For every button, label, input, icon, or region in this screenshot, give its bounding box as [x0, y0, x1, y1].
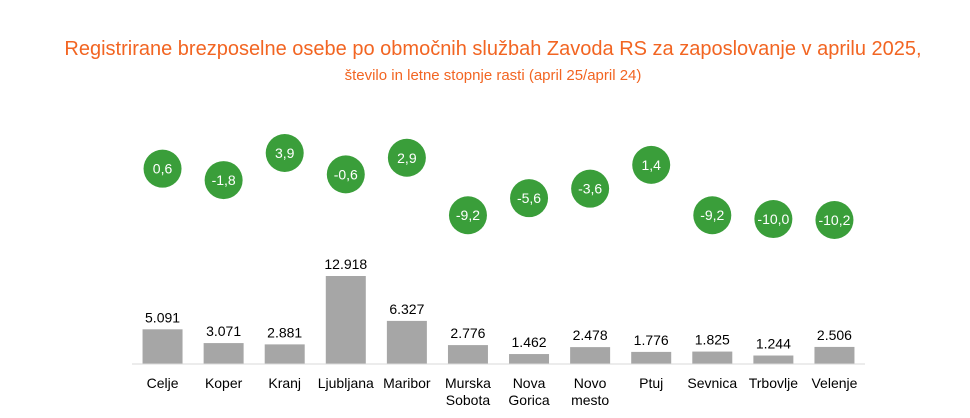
rate-bubble [693, 196, 732, 235]
rate-label: 2,9 [397, 150, 417, 166]
bar-velenje [814, 346, 855, 364]
bar-murska-sobota [447, 345, 488, 364]
category-label: Murska [445, 375, 491, 391]
bar-value-label: 2.478 [573, 327, 608, 343]
rate-bubble [265, 134, 304, 172]
bar-nova-gorica [509, 354, 550, 364]
bar-celje [142, 329, 183, 364]
bar-ptuj [631, 351, 672, 364]
rate-bubble [204, 161, 243, 200]
rate-bubble [143, 149, 182, 188]
chart-subtitle: število in letne stopnje rasti (april 25… [344, 67, 642, 84]
bar-maribor [386, 320, 427, 364]
bar-novo-mesto [570, 347, 611, 364]
bar-ljubljana [325, 276, 366, 364]
rate-label: -10,2 [818, 212, 850, 228]
bar-value-label: 5.091 [145, 309, 180, 325]
bar-value-label: 12.918 [324, 256, 367, 272]
chart-title: Registrirane brezposelne osebe po območn… [64, 38, 922, 60]
rate-label: 3,9 [275, 145, 295, 161]
bar-kranj [264, 344, 305, 364]
category-label: Ptuj [639, 375, 663, 391]
bar-value-label: 2.881 [267, 324, 302, 340]
category-label: mesto [571, 392, 609, 408]
category-label: Maribor [383, 375, 431, 391]
category-label: Sevnica [687, 375, 737, 391]
rate-label: -9,2 [456, 207, 480, 223]
category-label: Trbovlje [749, 375, 798, 391]
category-label: Kranj [268, 375, 301, 391]
rate-label: -0,6 [334, 166, 358, 182]
bar-value-label: 2.776 [450, 325, 485, 341]
rate-bubble [510, 179, 549, 218]
category-label: Koper [205, 375, 243, 391]
rate-bubble [448, 196, 487, 235]
rate-label: -5,6 [517, 190, 541, 206]
bar-value-label: 1.776 [634, 332, 669, 348]
rate-label: 1,4 [641, 157, 661, 173]
rate-label: -10,0 [757, 211, 789, 227]
bar-value-label: 3.071 [206, 323, 241, 339]
rate-label: -9,2 [700, 207, 724, 223]
bar-value-label: 1.462 [512, 334, 547, 350]
category-label: Sobota [446, 392, 491, 408]
rate-bubble [815, 201, 854, 239]
rate-bubble [632, 145, 671, 184]
bar-value-label: 6.327 [389, 301, 424, 317]
category-label: Nova [513, 375, 546, 391]
rate-bubble [387, 138, 426, 177]
bar-value-label: 1.244 [756, 336, 791, 352]
category-label: Velenje [811, 375, 857, 391]
bar-value-label: 1.825 [695, 332, 730, 348]
category-label: Celje [147, 375, 179, 391]
category-label: Ljubljana [318, 375, 374, 391]
rate-label: -3,6 [578, 181, 602, 197]
rate-bubble [326, 155, 365, 194]
rate-label: -1,8 [212, 172, 236, 188]
category-label: Novo [574, 375, 607, 391]
rate-bubble [571, 169, 610, 208]
bar-trbovlje [753, 355, 794, 364]
bar-sevnica [692, 351, 733, 364]
rate-label: 0,6 [153, 161, 173, 177]
bar-koper [203, 343, 244, 364]
category-label: Gorica [508, 392, 549, 408]
rate-bubble [754, 200, 793, 239]
bar-value-label: 2.506 [817, 327, 852, 343]
